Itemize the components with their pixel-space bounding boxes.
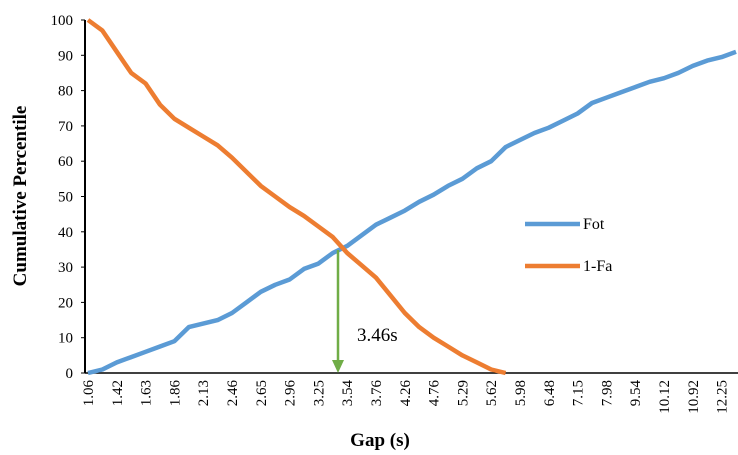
- x-tick-label: 5.29: [455, 380, 471, 406]
- x-tick-label: 3.76: [369, 380, 385, 407]
- x-tick-label: 10.12: [657, 380, 673, 414]
- x-tick-label: 2.65: [254, 380, 270, 406]
- annotation-arrowhead: [332, 360, 344, 373]
- legend-label: 1-Fa: [583, 258, 612, 275]
- x-tick-label: 1.42: [110, 380, 126, 406]
- line-series: [86, 18, 507, 376]
- y-tick-label: 70: [58, 119, 73, 135]
- x-tick-label: 1.86: [167, 380, 183, 407]
- y-tick-label: 60: [58, 154, 73, 170]
- y-axis-title: Cumulative Percentile: [10, 106, 31, 287]
- x-axis-title: Gap (s): [350, 430, 410, 451]
- legend-label: Fot: [583, 216, 605, 233]
- y-tick-label: 0: [66, 366, 74, 382]
- y-tick-label: 80: [58, 84, 73, 100]
- y-tick-label: 90: [58, 48, 73, 64]
- line-series: [87, 49, 737, 376]
- y-tick-label: 50: [58, 190, 73, 206]
- x-tick-label: 9.54: [628, 380, 644, 407]
- x-tick-label: 7.98: [599, 380, 615, 406]
- x-tick-label: 1.63: [139, 380, 155, 406]
- y-tick-label: 10: [58, 331, 73, 347]
- x-tick-label: 4.76: [427, 380, 443, 407]
- x-tick-label: 5.98: [513, 380, 529, 406]
- x-tick-label: 2.13: [196, 380, 212, 406]
- x-tick-label: 12.25: [715, 380, 731, 414]
- annotation-text: 3.46s: [357, 325, 398, 346]
- x-tick-label: 1.06: [81, 380, 97, 407]
- y-tick-label: 20: [58, 295, 73, 311]
- x-tick-label: 3.54: [340, 380, 356, 407]
- y-tick-label: 100: [51, 13, 74, 29]
- x-tick-label: 3.25: [311, 380, 327, 406]
- y-tick-label: 30: [58, 260, 73, 276]
- x-tick-label: 2.96: [283, 380, 299, 407]
- y-tick-label: 40: [58, 225, 73, 241]
- x-tick-label: 7.15: [571, 380, 587, 406]
- x-tick-label: 6.48: [542, 380, 558, 406]
- x-tick-label: 5.62: [484, 380, 500, 406]
- x-tick-label: 2.46: [225, 380, 241, 407]
- x-tick-label: 4.26: [398, 380, 414, 407]
- x-tick-label: 10.92: [686, 380, 702, 414]
